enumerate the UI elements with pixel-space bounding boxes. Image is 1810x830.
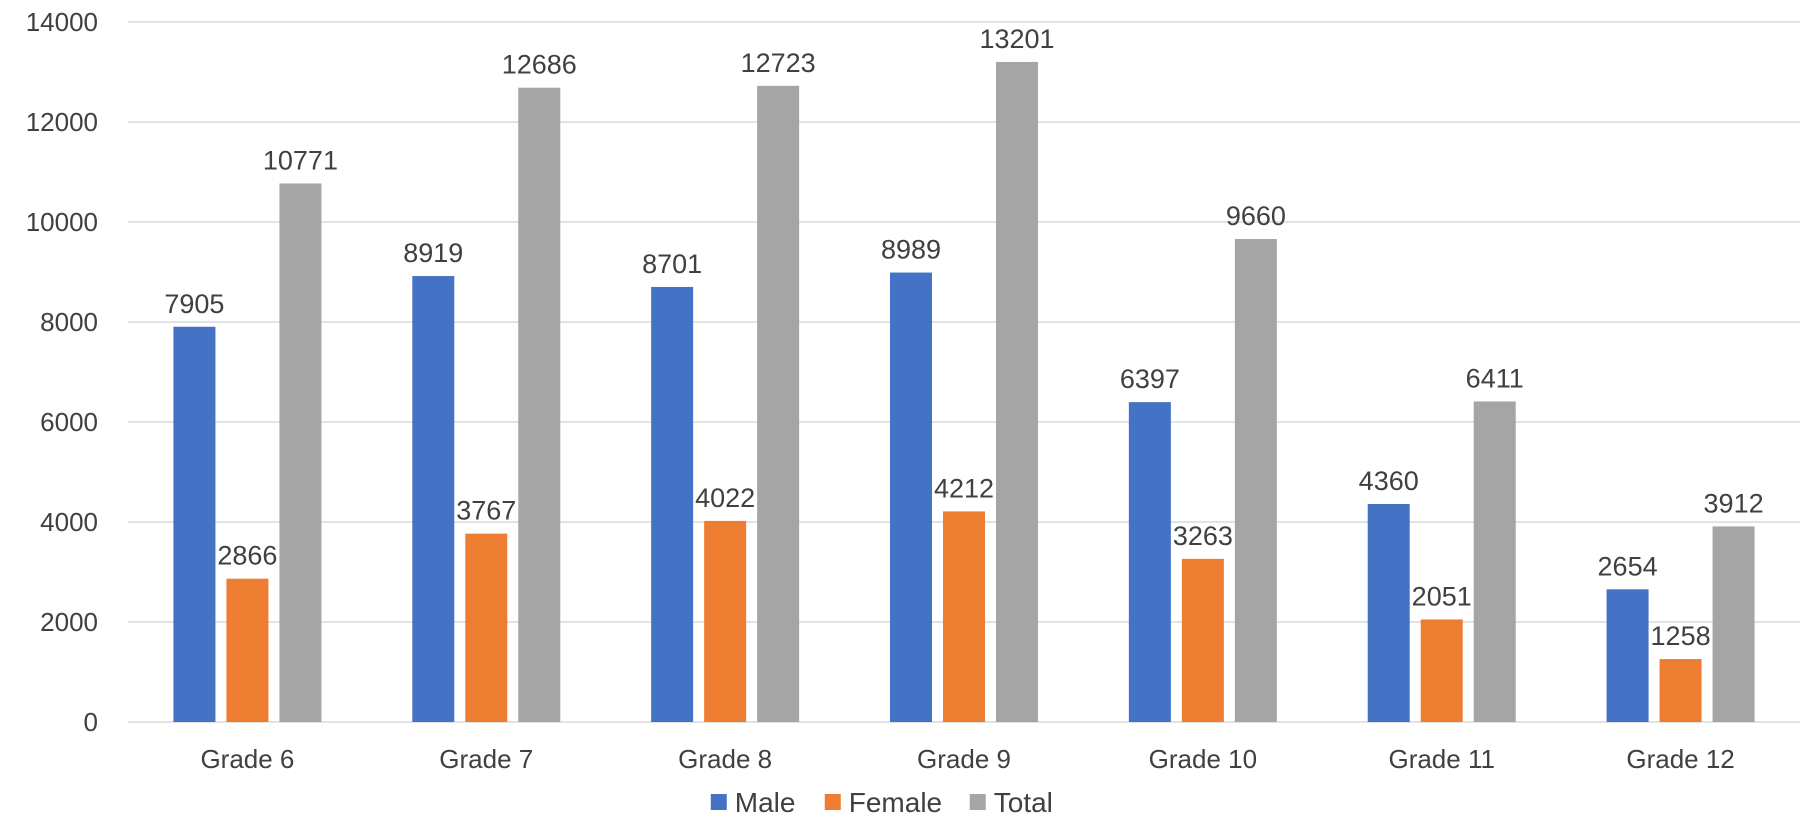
bar-male[interactable]	[173, 326, 216, 722]
bar-female[interactable]	[943, 511, 985, 722]
bar-total[interactable]	[1712, 526, 1755, 722]
x-tick-label: Grade 10	[1149, 744, 1257, 774]
y-tick-label: 6000	[40, 407, 98, 437]
x-axis-ticks: Grade 6 Grade 7 Grade 8 Grade 9 Grade 10 Grad…	[200, 744, 1734, 774]
y-tick-label: 10000	[26, 207, 98, 237]
bar-female[interactable]	[1659, 659, 1702, 722]
data-label: 8701	[642, 249, 702, 279]
y-tick-label: 14000	[26, 7, 98, 37]
x-tick-label: Grade 8	[678, 744, 772, 774]
legend-item-total[interactable]: Total	[969, 787, 1053, 818]
bar-total[interactable]	[757, 85, 800, 723]
legend-item-female[interactable]: Female	[824, 787, 942, 818]
bar-male[interactable]	[651, 286, 694, 722]
y-tick-label: 8000	[40, 307, 98, 337]
bar-total[interactable]	[279, 183, 322, 722]
data-label: 8919	[403, 238, 463, 268]
data-label: 4022	[695, 483, 755, 513]
x-tick-label: Grade 11	[1388, 744, 1494, 774]
bar-total[interactable]	[1234, 239, 1277, 722]
y-tick-label: 2000	[40, 607, 98, 637]
legend-swatch	[824, 794, 841, 810]
x-tick-label: Grade 6	[200, 744, 294, 774]
data-label: 3263	[1173, 521, 1233, 551]
x-tick-label: Grade 9	[917, 744, 1011, 774]
bar-male[interactable]	[1367, 504, 1410, 722]
bar-female[interactable]	[1181, 558, 1224, 722]
legend-label: Female	[849, 787, 942, 818]
data-label: 8989	[881, 235, 941, 265]
legend-label: Total	[994, 787, 1053, 818]
data-label: 2866	[217, 541, 277, 571]
data-label: 1258	[1651, 621, 1711, 651]
bar-total[interactable]	[518, 87, 561, 722]
data-label: 2051	[1412, 581, 1472, 611]
bar-male[interactable]	[1606, 589, 1649, 722]
data-label: 12723	[741, 48, 816, 78]
y-tick-label: 0	[84, 707, 98, 737]
bar-male[interactable]	[1128, 402, 1171, 722]
data-label: 12686	[502, 50, 577, 80]
data-label: 4360	[1359, 466, 1419, 496]
data-label: 2654	[1598, 551, 1658, 581]
bar-total[interactable]	[1473, 401, 1516, 722]
data-label: 7905	[164, 289, 224, 319]
legend-swatch	[969, 794, 986, 810]
data-labels: 7905 2866 10771 8919 3767 12686 8701 4022 12723 8…	[164, 24, 1763, 651]
bars	[173, 61, 1755, 723]
data-label: 6397	[1120, 364, 1180, 394]
data-label: 10771	[263, 145, 338, 175]
data-label: 4212	[934, 473, 994, 503]
legend-item-male[interactable]: Male	[710, 787, 796, 818]
y-axis-ticks: 0 2000 4000 6000 8000 10000 12000 14000	[26, 7, 98, 737]
bar-total[interactable]	[996, 61, 1038, 722]
bar-male[interactable]	[890, 272, 932, 722]
data-label: 6411	[1466, 363, 1524, 393]
bar-female[interactable]	[226, 578, 269, 722]
bar-male[interactable]	[412, 276, 455, 722]
legend-label: Male	[735, 787, 796, 818]
x-tick-label: Grade 7	[439, 744, 533, 774]
y-tick-label: 4000	[40, 507, 98, 537]
y-tick-label: 12000	[26, 107, 98, 137]
bar-female[interactable]	[704, 520, 747, 722]
bar-female[interactable]	[465, 533, 508, 722]
data-label: 3912	[1704, 488, 1764, 518]
data-label: 3767	[456, 496, 516, 526]
legend-swatch	[710, 794, 727, 810]
legend[interactable]: Male Female Total	[710, 787, 1053, 818]
data-label: 9660	[1226, 201, 1286, 231]
data-label: 13201	[979, 24, 1054, 54]
x-tick-label: Grade 12	[1626, 744, 1734, 774]
bar-female[interactable]	[1420, 619, 1463, 722]
